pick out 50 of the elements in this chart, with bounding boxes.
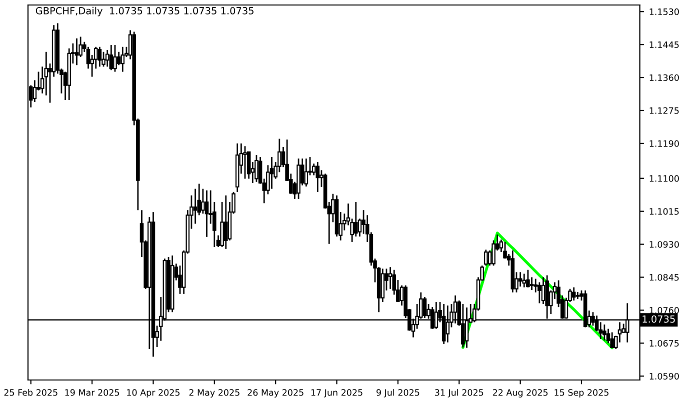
x-tick-label: 25 Feb 2025 [4,389,58,396]
y-tick-label: 1.1360 [650,74,679,81]
candlestick [109,44,114,71]
candlestick [224,194,228,250]
x-tick-label: 15 Sep 2025 [554,389,608,398]
y-tick-label: 1.1445 [650,42,679,48]
x-tick-label: 19 Mar 2025 [65,389,120,396]
x-tick-label: 26 May 2025 [248,389,304,398]
x-tick-label: 22 Aug 2025 [492,389,548,398]
y-tick-label: 1.0675 [650,340,679,347]
candlestick [74,38,79,66]
x-tick-label: 17 Jun 2025 [311,389,362,398]
candlestick [94,46,98,70]
candlestick [530,276,534,291]
candlestick [541,276,546,305]
candlestick [67,48,71,101]
candlestick [602,324,606,342]
candlestick [610,332,614,348]
candlestick [362,209,366,234]
candlestick [522,273,526,288]
y-tick-label: 1.1275 [650,107,679,114]
x-tick-label: 10 Apr 2025 [127,389,180,398]
y-tick-label: 1.0590 [650,372,679,380]
candlestick [170,254,174,313]
candlestick [201,188,205,214]
candlestick [388,266,392,290]
ref-line-label: 1.0735 [642,315,675,323]
candlestick [526,269,530,288]
x-tick-label: 31 Jul 2025 [435,389,484,398]
y-tick-label: 1.1530 [650,8,679,16]
candlestick [56,22,60,74]
candlestick [235,142,240,193]
x-tick-label: 2 May 2025 [189,389,240,398]
y-tick-label: 1.0930 [650,241,679,248]
y-tick-label: 1.0845 [650,274,679,281]
candlestick [204,190,209,238]
y-tick-label: 1.1100 [650,175,679,182]
candlestick [510,250,515,294]
candlestick [120,46,125,72]
candlestick [484,249,488,266]
candlestick [354,201,358,238]
y-tick-label: 1.1015 [650,208,679,215]
x-tick-label: 9 Jul 2025 [376,389,420,398]
candlestick [40,66,44,94]
chart-title: GBPCHF,Daily 1.0735 1.0735 1.0735 1.0735 [36,6,254,16]
candlestick [334,194,339,238]
candlestick [98,46,102,68]
y-tick-label: 1.0760 [650,307,679,314]
candlestick [304,158,308,188]
y-tick-label: 1.1190 [650,140,679,147]
